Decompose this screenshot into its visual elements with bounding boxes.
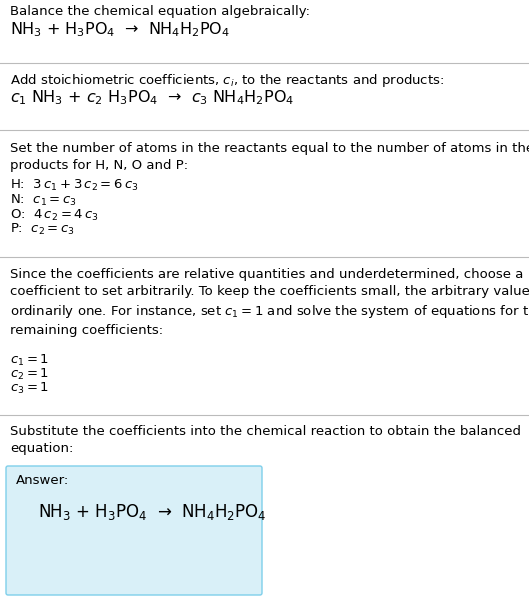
FancyBboxPatch shape bbox=[6, 466, 262, 595]
Text: Balance the chemical equation algebraically:: Balance the chemical equation algebraica… bbox=[10, 5, 310, 18]
Text: Set the number of atoms in the reactants equal to the number of atoms in the
pro: Set the number of atoms in the reactants… bbox=[10, 142, 529, 172]
Text: Since the coefficients are relative quantities and underdetermined, choose a
coe: Since the coefficients are relative quan… bbox=[10, 268, 529, 337]
Text: H:  $3\,c_1 + 3\,c_2 = 6\,c_3$: H: $3\,c_1 + 3\,c_2 = 6\,c_3$ bbox=[10, 178, 139, 193]
Text: NH$_3$ + H$_3$PO$_4$  →  NH$_4$H$_2$PO$_4$: NH$_3$ + H$_3$PO$_4$ → NH$_4$H$_2$PO$_4$ bbox=[10, 20, 230, 39]
Text: $c_1$ NH$_3$ + $c_2$ H$_3$PO$_4$  →  $c_3$ NH$_4$H$_2$PO$_4$: $c_1$ NH$_3$ + $c_2$ H$_3$PO$_4$ → $c_3$… bbox=[10, 88, 294, 107]
Text: Add stoichiometric coefficients, $c_i$, to the reactants and products:: Add stoichiometric coefficients, $c_i$, … bbox=[10, 72, 444, 89]
Text: Substitute the coefficients into the chemical reaction to obtain the balanced
eq: Substitute the coefficients into the che… bbox=[10, 425, 521, 455]
Text: Answer:: Answer: bbox=[16, 474, 69, 487]
Text: $c_1 = 1$: $c_1 = 1$ bbox=[10, 353, 49, 368]
Text: N:  $c_1 = c_3$: N: $c_1 = c_3$ bbox=[10, 193, 77, 208]
Text: P:  $c_2 = c_3$: P: $c_2 = c_3$ bbox=[10, 222, 75, 237]
Text: O:  $4\,c_2 = 4\,c_3$: O: $4\,c_2 = 4\,c_3$ bbox=[10, 208, 99, 223]
Text: NH$_3$ + H$_3$PO$_4$  →  NH$_4$H$_2$PO$_4$: NH$_3$ + H$_3$PO$_4$ → NH$_4$H$_2$PO$_4$ bbox=[38, 502, 267, 522]
Text: $c_3 = 1$: $c_3 = 1$ bbox=[10, 381, 49, 396]
Text: $c_2 = 1$: $c_2 = 1$ bbox=[10, 367, 49, 382]
